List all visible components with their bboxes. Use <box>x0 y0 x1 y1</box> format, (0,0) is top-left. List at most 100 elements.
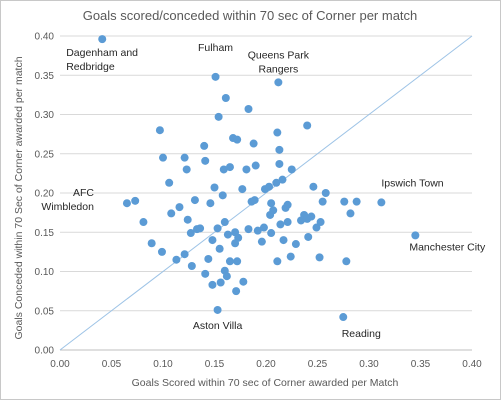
point-annotation: Reading <box>342 328 381 340</box>
data-point <box>215 244 224 253</box>
tick-labels: 0.00 0.05 0.10 0.15 0.20 0.25 0.30 0.35 0.40 0.00… <box>35 32 483 371</box>
data-point <box>339 313 348 322</box>
y-tick-label: 0.00 <box>35 346 55 357</box>
point-annotation: AFC <box>73 187 94 199</box>
y-tick-label: 0.10 <box>35 267 55 278</box>
data-point <box>201 269 210 278</box>
data-point <box>175 203 184 212</box>
data-point <box>287 165 296 174</box>
data-point <box>250 196 259 205</box>
data-point <box>273 257 282 266</box>
data-point <box>182 165 191 174</box>
data-point <box>223 230 232 239</box>
data-point <box>283 218 292 227</box>
point-annotation: Redbridge <box>66 61 115 73</box>
data-point <box>210 183 219 192</box>
data-point <box>208 280 217 289</box>
data-point <box>204 254 213 263</box>
data-point <box>208 236 217 245</box>
data-point <box>218 191 227 200</box>
data-point <box>187 262 196 271</box>
data-point <box>155 126 164 135</box>
data-point <box>286 252 295 261</box>
data-point <box>186 229 195 238</box>
data-point <box>122 199 131 208</box>
data-point <box>239 277 248 286</box>
data-point <box>321 189 330 197</box>
data-point <box>180 250 189 259</box>
data-point <box>307 212 316 221</box>
data-point <box>200 141 209 150</box>
y-tick-label: 0.30 <box>35 110 55 121</box>
data-point <box>267 199 276 208</box>
x-tick-label: 0.15 <box>205 359 225 370</box>
data-point <box>272 178 281 187</box>
data-point <box>172 255 181 264</box>
data-point <box>196 224 205 233</box>
data-point <box>242 165 251 174</box>
data-point <box>214 112 223 121</box>
data-point <box>211 72 220 81</box>
data-point <box>221 94 230 103</box>
data-point <box>201 156 210 165</box>
data-point <box>340 197 349 206</box>
data-point <box>275 159 284 168</box>
data-point <box>234 233 243 242</box>
data-point <box>274 78 283 87</box>
data-point <box>275 145 284 154</box>
chart-title: Goals scored/conceded within 70 sec of C… <box>83 8 418 23</box>
y-tick-label: 0.05 <box>35 306 55 317</box>
data-point <box>233 257 242 266</box>
data-point <box>249 139 258 148</box>
point-annotation: Dagenham and <box>66 47 138 59</box>
data-points <box>98 35 420 322</box>
point-annotation: Queens Park <box>248 49 310 61</box>
data-point <box>225 163 234 172</box>
data-point <box>291 240 300 249</box>
data-point <box>265 182 274 191</box>
data-point <box>316 218 325 227</box>
data-point <box>233 135 242 144</box>
gridlines <box>60 35 472 351</box>
data-point <box>139 218 148 227</box>
data-point <box>279 236 288 245</box>
data-point <box>157 247 166 256</box>
x-tick-label: 0.20 <box>256 359 276 370</box>
data-point <box>213 224 222 233</box>
annotations: Dagenham and Redbridge Fulham Queens Park Ra… <box>41 42 486 340</box>
y-tick-label: 0.15 <box>35 228 55 239</box>
data-point <box>190 196 199 205</box>
y-tick-label: 0.40 <box>35 32 55 43</box>
data-point <box>267 229 276 238</box>
data-point <box>259 223 268 232</box>
data-point <box>147 239 156 248</box>
data-point <box>180 153 189 162</box>
y-tick-label: 0.25 <box>35 149 55 160</box>
data-point <box>312 223 321 232</box>
data-point <box>206 199 215 208</box>
data-point <box>222 272 231 281</box>
data-point <box>278 175 287 184</box>
data-point <box>283 200 292 209</box>
x-tick-label: 0.30 <box>359 359 379 370</box>
data-point <box>225 257 234 266</box>
data-point <box>304 232 313 241</box>
x-axis-label: Goals Scored within 70 sec of Corner awa… <box>132 377 399 389</box>
data-point <box>303 121 312 130</box>
x-tick-label: 0.00 <box>50 359 70 370</box>
data-point <box>309 182 318 191</box>
data-point <box>131 196 140 205</box>
data-point <box>167 209 176 218</box>
data-point <box>377 198 386 207</box>
data-point <box>253 226 262 235</box>
data-point <box>315 253 324 262</box>
point-annotation: Rangers <box>259 63 299 75</box>
data-point <box>220 218 229 227</box>
data-point <box>232 287 241 296</box>
data-point <box>244 225 253 234</box>
data-point <box>219 165 228 174</box>
data-point <box>213 305 222 314</box>
data-point <box>346 209 355 218</box>
y-tick-label: 0.35 <box>35 71 55 82</box>
data-point <box>216 278 225 287</box>
